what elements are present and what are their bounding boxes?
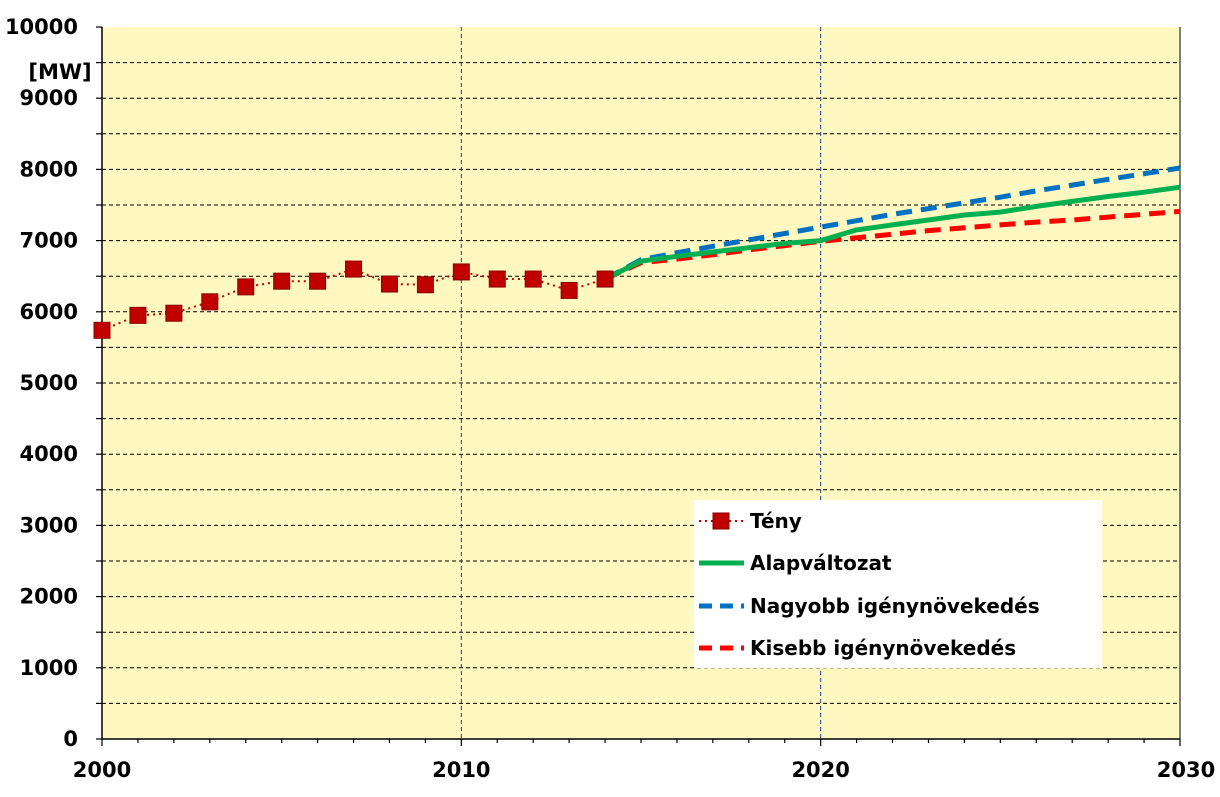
axes (96, 26, 1181, 746)
y-tick-label: 6000 (20, 300, 78, 324)
data-point-marker (452, 263, 470, 281)
legend-label: Tény (750, 509, 802, 533)
series-lines (101, 165, 1181, 332)
y-tick-label: 2000 (20, 585, 78, 609)
data-point-marker (129, 306, 147, 324)
data-point-marker (93, 321, 111, 339)
series-line (603, 184, 1181, 282)
legend-box (694, 500, 1102, 668)
y-tick-label: 10000 (5, 15, 78, 39)
y-tick-label: 4000 (20, 442, 78, 466)
data-point-marker (524, 270, 542, 288)
data-point-marker (380, 275, 398, 293)
x-tick-label: 2000 (73, 758, 131, 782)
y-tick-label: 9000 (20, 86, 78, 110)
x-tick-labels: 2000 2010 2020 2030 (73, 758, 1215, 782)
y-tick-labels: 0 1000 2000 3000 4000 5000 6000 7000 8000 9000 100… (5, 15, 78, 751)
data-point-marker (345, 260, 363, 278)
data-point-marker (488, 270, 506, 288)
series-line (604, 208, 1181, 282)
x-tick-label: 2030 (1157, 758, 1215, 782)
legend: Tény Alapváltozat Nagyobb igénynövekedés Ki… (694, 500, 1102, 668)
y-tick-label: 8000 (20, 157, 78, 181)
x-tick-label: 2020 (791, 758, 849, 782)
y-tick-label: 0 (63, 727, 78, 751)
data-point-marker (309, 272, 327, 290)
data-point-marker (416, 276, 434, 294)
data-point-marker (273, 272, 291, 290)
y-axis-label: [MW] (28, 60, 91, 84)
legend-marker (712, 512, 730, 530)
y-tick-label: 5000 (20, 371, 78, 395)
x-tick-label: 2010 (432, 758, 490, 782)
series-line (603, 165, 1181, 282)
data-point-marker (596, 270, 614, 288)
data-point-marker (237, 278, 255, 296)
legend-label: Kisebb igénynövekedés (750, 636, 1016, 660)
y-tick-label: 3000 (20, 513, 78, 537)
data-point-marker (165, 304, 183, 322)
data-point-marker (201, 293, 219, 311)
series-markers (93, 260, 614, 339)
data-point-marker (560, 281, 578, 299)
legend-label: Nagyobb igénynövekedés (750, 594, 1040, 618)
legend-label: Alapváltozat (750, 551, 892, 575)
y-tick-label: 7000 (20, 229, 78, 253)
y-tick-label: 1000 (20, 656, 78, 680)
